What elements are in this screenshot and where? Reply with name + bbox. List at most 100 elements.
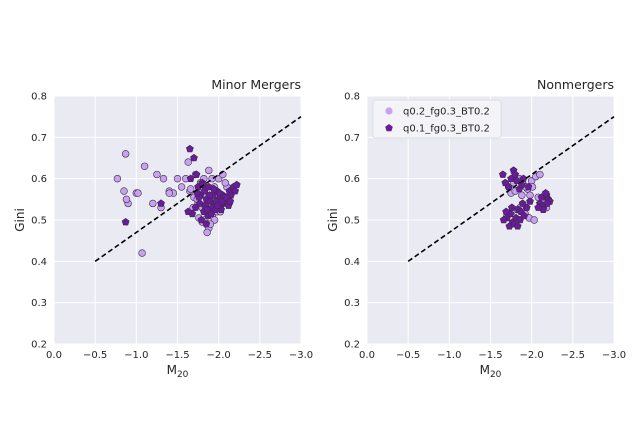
data-point bbox=[511, 170, 520, 178]
y-tick-label: 0.3 bbox=[344, 298, 360, 309]
data-point bbox=[232, 180, 241, 189]
legend-box bbox=[372, 99, 502, 139]
x-tick-label: −2.0 bbox=[520, 350, 544, 361]
legend-label: q0.1_fg0.3_BT0.2 bbox=[403, 124, 490, 135]
x-tick-label: −3.0 bbox=[602, 350, 626, 361]
data-point bbox=[159, 174, 168, 183]
data-point bbox=[508, 203, 516, 211]
data-point bbox=[140, 162, 149, 170]
x-tick-label: −1.5 bbox=[165, 350, 189, 361]
data-point bbox=[215, 189, 224, 197]
data-point bbox=[203, 228, 211, 237]
x-tick-label: −2.0 bbox=[207, 350, 231, 361]
data-point bbox=[149, 199, 157, 208]
data-point bbox=[518, 199, 527, 207]
x-tick-label: −2.5 bbox=[248, 350, 272, 361]
data-point bbox=[209, 184, 218, 193]
data-point bbox=[513, 222, 522, 230]
data-point bbox=[177, 183, 186, 191]
y-tick-label: 0.2 bbox=[344, 340, 360, 351]
data-point bbox=[184, 158, 192, 166]
data-point bbox=[157, 199, 165, 207]
data-point bbox=[138, 249, 146, 257]
data-point bbox=[197, 215, 206, 224]
data-point bbox=[190, 153, 198, 162]
data-point bbox=[120, 187, 128, 195]
x-axis-label: M20 bbox=[167, 363, 189, 380]
legend-marker bbox=[385, 124, 393, 132]
data-point bbox=[192, 170, 201, 178]
data-point bbox=[165, 189, 173, 197]
data-point bbox=[541, 189, 550, 197]
x-tick-label: −3.0 bbox=[289, 350, 313, 361]
data-point bbox=[186, 185, 195, 193]
y-tick-label: 0.8 bbox=[31, 92, 47, 103]
reference-line bbox=[407, 116, 615, 262]
legend-label: q0.2_fg0.3_BT0.2 bbox=[403, 107, 490, 118]
x-tick-label: −1.0 bbox=[437, 350, 461, 361]
data-point bbox=[195, 199, 204, 207]
y-tick-label: 0.7 bbox=[31, 133, 47, 144]
data-point bbox=[519, 174, 528, 182]
data-point bbox=[512, 176, 521, 185]
panel-minor-mergers: 0.0 −0.5 −1.0 −1.5 −2.0 −2.5 −3.0 0.2 0.3 0.4 0.5 0… bbox=[13, 77, 313, 380]
data-point bbox=[186, 174, 195, 182]
y-tick-label: 0.3 bbox=[31, 298, 47, 309]
data-point bbox=[530, 216, 538, 224]
data-point bbox=[524, 182, 533, 191]
data-point bbox=[122, 195, 131, 204]
x-tick-label: −0.5 bbox=[83, 350, 107, 361]
data-point bbox=[121, 150, 130, 158]
y-axis-label: Gini bbox=[326, 208, 340, 232]
x-tick-label: −1.0 bbox=[124, 350, 148, 361]
x-tick-label: 0.0 bbox=[46, 350, 62, 361]
data-point bbox=[153, 170, 161, 179]
data-point bbox=[534, 203, 543, 211]
data-point bbox=[536, 170, 544, 179]
x-tick-label: −2.5 bbox=[561, 350, 585, 361]
y-tick-label: 0.8 bbox=[344, 92, 360, 103]
y-tick-label: 0.5 bbox=[31, 216, 47, 227]
data-point bbox=[543, 199, 552, 207]
y-tick-label: 0.7 bbox=[344, 133, 360, 144]
data-point bbox=[221, 179, 229, 187]
series-pentagon bbox=[498, 166, 554, 230]
data-point bbox=[185, 144, 194, 153]
panel-title: Minor Mergers bbox=[211, 77, 301, 92]
x-tick-label: −0.5 bbox=[396, 350, 420, 361]
data-point bbox=[173, 174, 182, 183]
data-point bbox=[499, 215, 508, 224]
data-point bbox=[202, 220, 211, 228]
data-point bbox=[121, 217, 130, 226]
data-point bbox=[184, 207, 193, 216]
reference-line bbox=[94, 116, 302, 262]
x-tick-label: −1.5 bbox=[478, 350, 502, 361]
y-tick-label: 0.4 bbox=[31, 257, 47, 268]
data-point bbox=[222, 193, 230, 201]
y-tick-label: 0.6 bbox=[31, 174, 47, 185]
series-pentagon bbox=[121, 144, 241, 228]
y-tick-label: 0.4 bbox=[344, 257, 360, 268]
x-tick-label: 0.0 bbox=[359, 350, 375, 361]
legend-marker bbox=[385, 107, 393, 115]
data-point bbox=[498, 170, 507, 178]
data-point bbox=[205, 166, 213, 175]
data-point bbox=[226, 197, 235, 205]
y-tick-label: 0.5 bbox=[344, 216, 360, 227]
x-axis-label: M20 bbox=[480, 363, 502, 380]
data-point bbox=[203, 205, 212, 213]
data-point bbox=[502, 207, 511, 216]
data-point bbox=[526, 197, 534, 205]
y-axis-label: Gini bbox=[13, 208, 27, 232]
y-tick-label: 0.2 bbox=[31, 340, 47, 351]
y-tick-label: 0.6 bbox=[344, 174, 360, 185]
panel-title: Nonmergers bbox=[537, 77, 614, 92]
data-point bbox=[205, 191, 214, 199]
data-point bbox=[231, 186, 240, 195]
panel-nonmergers: 0.0 −0.5 −1.0 −1.5 −2.0 −2.5 −3.0 0.2 0.3 0.4 0.5 0… bbox=[326, 77, 626, 380]
data-point bbox=[518, 191, 526, 199]
data-point bbox=[134, 189, 142, 197]
legend: q0.2_fg0.3_BT0.2 q0.1_fg0.3_BT0.2 bbox=[372, 99, 502, 139]
data-point bbox=[516, 215, 525, 224]
